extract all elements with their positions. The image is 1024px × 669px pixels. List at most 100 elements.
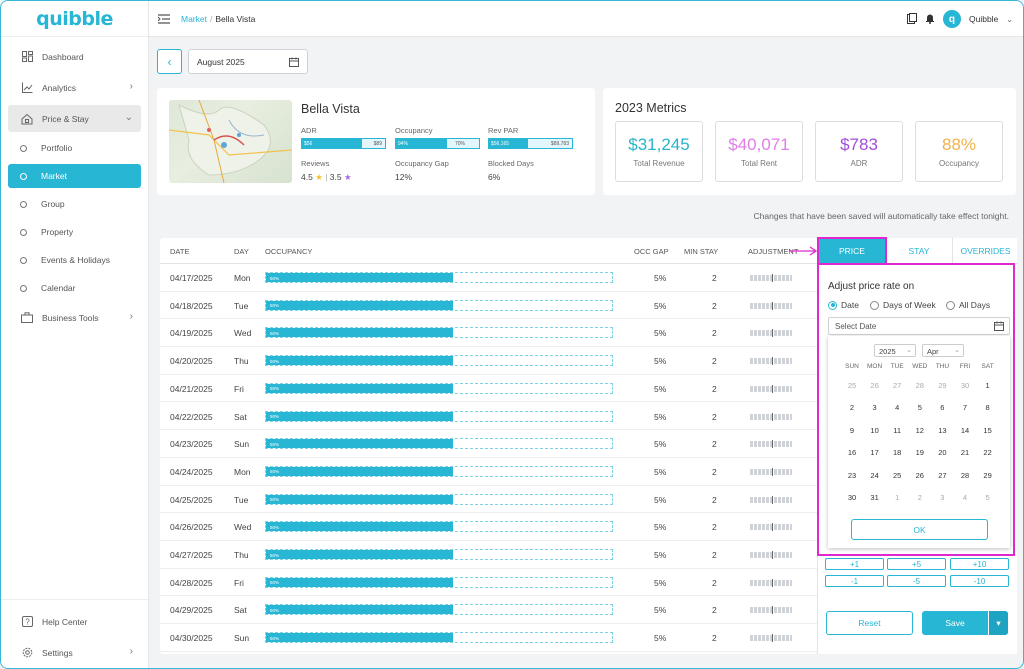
adjustment-slider[interactable] bbox=[750, 301, 792, 310]
radio-all-days[interactable]: All Days bbox=[946, 300, 990, 310]
calendar-day[interactable]: 4 bbox=[962, 493, 968, 502]
sidebar-item-settings[interactable]: Settings › bbox=[8, 639, 141, 666]
sidebar-subitem-portfolio[interactable]: Portfolio bbox=[8, 136, 141, 160]
calendar-day[interactable]: 27 bbox=[938, 470, 947, 480]
calendar-day[interactable]: 23 bbox=[847, 470, 857, 480]
table-row[interactable]: 04/25/2025 Tue 50% 5% 2 bbox=[160, 486, 817, 514]
ok-button[interactable]: OK bbox=[851, 519, 988, 540]
caret-down-icon[interactable]: ▾ bbox=[988, 611, 1008, 635]
user-name[interactable]: Quibble bbox=[968, 14, 999, 24]
step-plus-5-button[interactable]: +5 bbox=[887, 558, 946, 570]
radio-days-of-week[interactable]: Days of Week bbox=[870, 300, 936, 310]
calendar-day[interactable]: 8 bbox=[985, 403, 990, 413]
col-min-stay[interactable]: MIN STAY bbox=[684, 247, 719, 256]
calendar-day[interactable]: 28 bbox=[915, 381, 924, 390]
clipboard-icon[interactable] bbox=[906, 12, 917, 26]
reset-button[interactable]: Reset bbox=[826, 611, 913, 635]
calendar-day[interactable]: 26 bbox=[915, 470, 924, 480]
year-select[interactable]: 2025 ⌄ bbox=[874, 344, 916, 357]
sidebar-subitem-events[interactable]: Events & Holidays bbox=[8, 248, 141, 272]
adjustment-slider[interactable] bbox=[750, 274, 792, 282]
calendar-day[interactable]: 26 bbox=[870, 381, 879, 390]
table-row[interactable]: 04/19/2025 Wed 50% 5% 2 bbox=[160, 319, 817, 348]
chevron-down-icon[interactable]: ⌄ bbox=[1006, 14, 1013, 24]
adjustment-slider[interactable] bbox=[750, 384, 792, 393]
adjustment-slider[interactable] bbox=[750, 578, 792, 587]
table-row[interactable]: 04/17/2025 Mon 50% 5% 2 bbox=[160, 264, 817, 292]
calendar-day[interactable]: 3 bbox=[872, 403, 877, 413]
calendar-day[interactable]: 5 bbox=[985, 493, 990, 502]
sidebar-item-analytics[interactable]: Analytics › bbox=[8, 74, 141, 101]
table-row[interactable]: 04/29/2025 Sat 50% 5% 2 bbox=[160, 596, 817, 625]
calendar-day[interactable]: 2 bbox=[917, 493, 922, 502]
breadcrumb-market[interactable]: Market bbox=[181, 13, 207, 24]
prev-month-button[interactable]: ‹ bbox=[157, 49, 182, 74]
calendar-day[interactable]: 29 bbox=[938, 381, 947, 390]
adjustment-slider[interactable] bbox=[750, 523, 792, 532]
tab-overrides[interactable]: OVERRIDES bbox=[952, 238, 1018, 264]
calendar-day[interactable]: 29 bbox=[983, 470, 992, 480]
adjustment-slider[interactable] bbox=[750, 329, 792, 338]
month-select[interactable]: Apr ⌄ bbox=[922, 344, 964, 357]
avatar[interactable]: q bbox=[942, 10, 961, 28]
logo[interactable]: quibble bbox=[1, 1, 148, 37]
save-button[interactable]: Save ▾ bbox=[922, 611, 1008, 635]
col-date[interactable]: DATE bbox=[170, 247, 190, 256]
sidebar-item-price-stay[interactable]: Price & Stay ⌄ bbox=[8, 105, 141, 132]
calendar-day[interactable]: 14 bbox=[960, 425, 970, 435]
calendar-day[interactable]: 10 bbox=[870, 425, 879, 435]
calendar-day[interactable]: 6 bbox=[940, 403, 945, 413]
calendar-day[interactable]: 24 bbox=[870, 470, 879, 480]
calendar-day[interactable]: 15 bbox=[983, 425, 992, 435]
step-plus-1-button[interactable]: +1 bbox=[825, 558, 884, 570]
calendar-day[interactable]: 21 bbox=[960, 448, 970, 458]
calendar-day[interactable]: 3 bbox=[940, 493, 945, 502]
property-map[interactable] bbox=[169, 100, 292, 183]
radio-date[interactable]: Date bbox=[828, 300, 859, 310]
col-adjustment[interactable]: ADJUSTMENT bbox=[748, 247, 799, 256]
table-row[interactable]: 04/18/2025 Tue 50% 5% 2 bbox=[160, 292, 817, 320]
table-row[interactable]: 04/30/2025 Sun 50% 5% 2 bbox=[160, 624, 817, 652]
calendar-day[interactable]: 1 bbox=[895, 493, 900, 502]
col-day[interactable]: DAY bbox=[234, 247, 249, 256]
tab-price[interactable]: PRICE bbox=[817, 237, 887, 265]
col-occupancy[interactable]: OCCUPANCY bbox=[265, 247, 313, 256]
calendar-day[interactable]: 5 bbox=[917, 403, 922, 413]
menu-toggle-icon[interactable] bbox=[157, 13, 170, 24]
calendar-day[interactable]: 20 bbox=[938, 448, 947, 458]
step-minus-5-button[interactable]: -5 bbox=[887, 575, 946, 587]
calendar-day[interactable]: 7 bbox=[962, 403, 968, 413]
calendar-day[interactable]: 1 bbox=[985, 381, 990, 390]
calendar-day[interactable]: 17 bbox=[870, 448, 879, 458]
tab-stay[interactable]: STAY bbox=[908, 246, 930, 256]
select-date-input[interactable]: Select Date bbox=[828, 317, 1010, 335]
calendar-day[interactable]: 2 bbox=[849, 403, 855, 413]
sidebar-item-help[interactable]: ? Help Center bbox=[8, 608, 141, 635]
step-plus-10-button[interactable]: +10 bbox=[950, 558, 1009, 570]
calendar-day[interactable]: 27 bbox=[893, 381, 902, 390]
calendar-day[interactable]: 4 bbox=[895, 403, 900, 413]
calendar-day[interactable]: 25 bbox=[893, 470, 902, 480]
calendar-day[interactable]: 11 bbox=[893, 425, 902, 435]
table-row[interactable]: 04/24/2025 Mon 50% 5% 2 bbox=[160, 458, 817, 486]
adjustment-slider[interactable] bbox=[750, 440, 792, 449]
adjustment-slider[interactable] bbox=[750, 634, 792, 643]
table-row[interactable]: 04/22/2025 Sat 50% 5% 2 bbox=[160, 403, 817, 431]
bell-icon[interactable] bbox=[925, 13, 935, 26]
adjustment-slider[interactable] bbox=[750, 495, 792, 504]
calendar-day[interactable]: 12 bbox=[915, 425, 924, 435]
calendar-day[interactable]: 30 bbox=[960, 381, 970, 390]
sidebar-subitem-group[interactable]: Group bbox=[8, 192, 141, 216]
calendar-day[interactable]: 28 bbox=[960, 470, 970, 480]
month-picker[interactable]: August 2025 bbox=[188, 49, 308, 74]
sidebar-subitem-calendar[interactable]: Calendar bbox=[8, 276, 141, 300]
table-row[interactable]: 04/26/2025 Wed 50% 5% 2 bbox=[160, 513, 817, 541]
step-minus-10-button[interactable]: -10 bbox=[950, 575, 1009, 587]
sidebar-subitem-property[interactable]: Property bbox=[8, 220, 141, 244]
sidebar-subitem-market[interactable]: Market bbox=[8, 164, 141, 188]
calendar-day[interactable]: 31 bbox=[870, 493, 879, 502]
table-row[interactable]: 04/20/2025 Thu 50% 5% 2 bbox=[160, 347, 817, 375]
calendar-day[interactable]: 18 bbox=[893, 448, 902, 458]
step-minus-1-button[interactable]: -1 bbox=[825, 575, 884, 587]
col-occ-gap[interactable]: OCC GAP bbox=[634, 247, 669, 256]
